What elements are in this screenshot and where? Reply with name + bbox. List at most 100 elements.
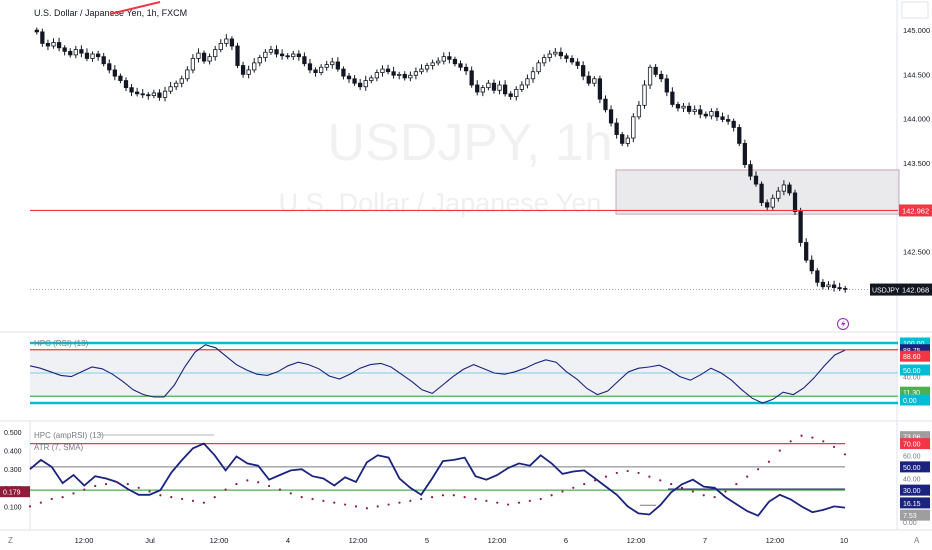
last-price-badge[interactable] bbox=[899, 283, 932, 296]
rsi-pane-title: HPC (RSI) (13) bbox=[34, 339, 89, 348]
rsi-pane[interactable] bbox=[29, 341, 898, 405]
candle-bearish bbox=[452, 58, 458, 65]
atr-dot bbox=[811, 436, 814, 439]
candle-bearish bbox=[581, 65, 586, 77]
amp-axis-label: 0.00 bbox=[903, 520, 917, 527]
atr-dot bbox=[507, 503, 510, 506]
candle-bearish bbox=[84, 52, 90, 59]
atr-dot bbox=[756, 468, 760, 471]
candle-bearish bbox=[146, 94, 151, 97]
top-right-box[interactable] bbox=[901, 1, 929, 19]
candle-bullish bbox=[179, 78, 184, 84]
atr-dot bbox=[28, 505, 32, 508]
time-axis-label: 12:00 bbox=[349, 536, 368, 545]
price-levels[interactable] bbox=[30, 209, 898, 290]
atr-dot bbox=[659, 479, 662, 482]
candle-bearish bbox=[34, 29, 39, 33]
time-axis[interactable]: 12:00 Jul 12:00 4 12:00 5 12:00 6 12:00 7 12:00 10 bbox=[75, 536, 849, 545]
trend-line[interactable] bbox=[109, 1, 161, 15]
amp-axis-badge bbox=[900, 438, 930, 450]
symbol-badge-label: USDJPY bbox=[872, 288, 900, 295]
atr-dot bbox=[539, 497, 542, 501]
candle-bullish bbox=[642, 84, 647, 106]
candle-bearish bbox=[765, 202, 770, 208]
candle-bullish bbox=[369, 77, 374, 81]
candle-bearish bbox=[608, 109, 614, 124]
alert-lightning-icon[interactable] bbox=[837, 318, 849, 330]
atr-dot bbox=[83, 488, 86, 491]
candle-bullish bbox=[525, 78, 530, 86]
atr-dot bbox=[637, 471, 640, 475]
amp-rsi-pane[interactable] bbox=[28, 434, 847, 517]
candle-bearish bbox=[274, 49, 279, 55]
atr-dot bbox=[550, 494, 553, 497]
atr-dot bbox=[496, 501, 499, 504]
atr-dot bbox=[191, 499, 195, 502]
atr-dot bbox=[474, 497, 477, 501]
candle-bullish bbox=[530, 71, 536, 80]
time-axis-label: 6 bbox=[564, 536, 568, 545]
atr-dot bbox=[354, 505, 358, 508]
corner-left-label[interactable]: Z bbox=[8, 536, 13, 545]
amp-pane-title: HPC (ampRSI) (13) bbox=[34, 431, 104, 440]
amp-axis-label: 70.00 bbox=[903, 442, 921, 449]
atr-dot bbox=[778, 449, 781, 452]
atr-dot bbox=[767, 460, 771, 463]
amp-rsi-line[interactable] bbox=[29, 442, 846, 517]
candle-bearish bbox=[346, 75, 352, 80]
candle-bearish bbox=[759, 183, 764, 204]
atr-dot bbox=[735, 482, 738, 486]
atr-dot bbox=[670, 482, 673, 486]
candle-bullish bbox=[324, 64, 329, 68]
candle-bullish bbox=[519, 84, 524, 90]
candle-bearish bbox=[686, 105, 692, 112]
price-axis[interactable]: 145.000144.500144.000143.500143.000142.5… bbox=[870, 26, 932, 296]
atr-dot bbox=[344, 503, 347, 506]
candle-bearish bbox=[742, 142, 747, 166]
candle-bearish bbox=[307, 63, 313, 71]
candle-bullish bbox=[631, 116, 636, 139]
candle-bearish bbox=[458, 63, 463, 68]
atr-dot bbox=[724, 490, 727, 493]
atr-dot bbox=[648, 475, 651, 478]
candle-bearish bbox=[112, 69, 117, 77]
candle-bearish bbox=[737, 127, 742, 144]
candle-bullish bbox=[441, 56, 446, 62]
candle-bearish bbox=[101, 56, 106, 65]
atr-dot bbox=[137, 486, 140, 489]
price-tick-label: 144.000 bbox=[903, 115, 930, 124]
candle-bullish bbox=[497, 84, 502, 91]
atr-dot bbox=[322, 499, 325, 502]
symbol-badge[interactable] bbox=[870, 283, 899, 296]
candle-bullish bbox=[408, 74, 413, 79]
candle-bullish bbox=[90, 53, 95, 59]
time-axis-label: 10 bbox=[840, 536, 848, 545]
amp-axis-label: 50.00 bbox=[903, 465, 921, 472]
candle-bullish bbox=[268, 49, 274, 53]
candle-bearish bbox=[229, 38, 235, 47]
candle-bearish bbox=[753, 175, 759, 185]
time-axis-label: 7 bbox=[703, 536, 707, 545]
level-price-badge[interactable] bbox=[899, 204, 932, 217]
amp-axis: 0.5000.4000.3000.2000.1000.17973.0670.00… bbox=[0, 430, 930, 527]
candle-bearish bbox=[502, 84, 508, 95]
candle-bearish bbox=[787, 184, 792, 194]
candle-bullish bbox=[681, 105, 686, 109]
price-tick-label: 142.500 bbox=[903, 247, 930, 256]
rsi-line[interactable] bbox=[29, 344, 846, 404]
supply-zone-layer[interactable] bbox=[615, 169, 900, 215]
corner-right-label[interactable]: A bbox=[914, 536, 920, 545]
atr-dot bbox=[680, 486, 684, 489]
supply-zone-rectangle[interactable] bbox=[615, 169, 900, 215]
candle-bearish bbox=[575, 61, 580, 66]
candle-bullish bbox=[174, 82, 179, 88]
atr-dot bbox=[387, 503, 390, 506]
candle-bearish bbox=[296, 53, 301, 58]
atr-dot bbox=[604, 475, 608, 478]
atr-dot bbox=[593, 479, 597, 482]
candle-bearish bbox=[279, 53, 285, 57]
amp-axis-label: 7.53 bbox=[903, 513, 917, 520]
rsi-axis-badge bbox=[900, 350, 930, 362]
candle-bullish bbox=[263, 51, 268, 58]
